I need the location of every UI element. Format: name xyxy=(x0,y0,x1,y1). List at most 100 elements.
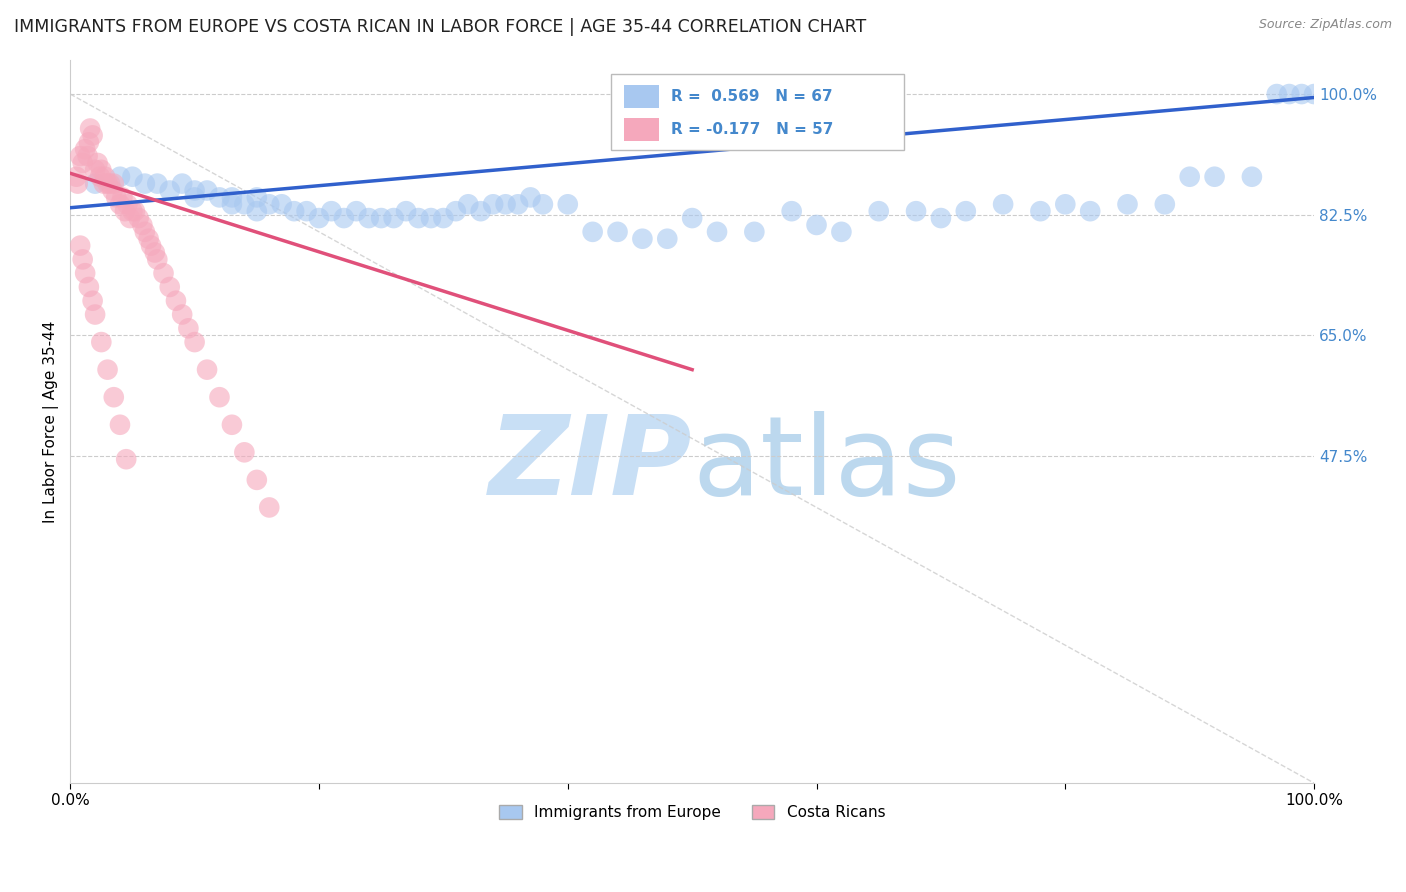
Point xyxy=(1278,87,1301,101)
Point xyxy=(991,197,1014,211)
Text: R = -0.177   N = 57: R = -0.177 N = 57 xyxy=(671,122,834,137)
Point xyxy=(1054,197,1077,211)
Point xyxy=(134,225,156,239)
Point xyxy=(146,252,169,267)
Point xyxy=(131,218,153,232)
Y-axis label: In Labor Force | Age 35-44: In Labor Force | Age 35-44 xyxy=(44,320,59,523)
Point xyxy=(333,211,356,225)
Point xyxy=(257,197,280,211)
Point xyxy=(531,197,554,211)
Point xyxy=(806,218,828,232)
Point xyxy=(183,190,205,204)
Point xyxy=(1153,197,1175,211)
Point xyxy=(152,266,174,280)
FancyBboxPatch shape xyxy=(612,74,904,150)
Point xyxy=(344,204,367,219)
Point xyxy=(408,211,430,225)
Point xyxy=(1078,204,1101,219)
Point xyxy=(103,390,125,404)
Point xyxy=(519,190,541,204)
Point xyxy=(1303,87,1326,101)
Point xyxy=(432,211,454,225)
Point xyxy=(134,177,156,191)
Point xyxy=(1029,204,1052,219)
Point xyxy=(208,390,231,404)
Point xyxy=(233,197,256,211)
Point xyxy=(1291,87,1313,101)
Point xyxy=(138,232,160,246)
Point xyxy=(370,211,392,225)
FancyBboxPatch shape xyxy=(624,85,658,108)
Point xyxy=(75,266,97,280)
Point xyxy=(657,232,679,246)
Point xyxy=(114,204,136,219)
Point xyxy=(121,204,143,219)
Point xyxy=(830,225,852,239)
Point xyxy=(1178,169,1201,184)
Point xyxy=(257,500,280,515)
Point xyxy=(124,204,146,219)
Point xyxy=(270,197,292,211)
Point xyxy=(183,335,205,350)
Point xyxy=(79,121,101,136)
Point xyxy=(77,136,100,150)
Point xyxy=(66,177,89,191)
Point xyxy=(631,232,654,246)
Point xyxy=(115,452,138,467)
Point xyxy=(108,169,131,184)
Point xyxy=(98,177,121,191)
Point xyxy=(444,204,467,219)
Point xyxy=(93,177,115,191)
Point xyxy=(105,190,128,204)
Text: atlas: atlas xyxy=(692,411,960,518)
Point xyxy=(868,204,890,219)
Point xyxy=(233,445,256,459)
Point xyxy=(706,225,728,239)
Point xyxy=(357,211,380,225)
Point xyxy=(246,473,269,487)
Point xyxy=(780,204,803,219)
Point xyxy=(308,211,330,225)
Point xyxy=(69,149,91,163)
Point xyxy=(420,211,443,225)
Point xyxy=(395,204,418,219)
Point xyxy=(955,204,977,219)
Point xyxy=(139,238,162,252)
Point xyxy=(77,280,100,294)
Point xyxy=(159,280,181,294)
Point xyxy=(744,225,766,239)
Legend: Immigrants from Europe, Costa Ricans: Immigrants from Europe, Costa Ricans xyxy=(494,798,891,826)
Point xyxy=(905,204,928,219)
Point xyxy=(221,190,243,204)
Point xyxy=(86,156,108,170)
Point xyxy=(72,156,94,170)
Point xyxy=(90,162,112,177)
Point xyxy=(165,293,187,308)
Point xyxy=(195,184,218,198)
Text: ZIP: ZIP xyxy=(489,411,692,518)
Point xyxy=(108,417,131,432)
Point xyxy=(96,362,118,376)
Point xyxy=(208,190,231,204)
Point xyxy=(84,177,107,191)
Point xyxy=(681,211,703,225)
Point xyxy=(76,149,98,163)
Point xyxy=(195,362,218,376)
Point xyxy=(94,169,117,184)
Point xyxy=(221,197,243,211)
Point xyxy=(1265,87,1288,101)
Point xyxy=(108,197,131,211)
Point xyxy=(159,184,181,198)
Point xyxy=(111,190,134,204)
Point xyxy=(183,184,205,198)
Point xyxy=(75,142,97,156)
Point xyxy=(69,238,91,252)
Point xyxy=(482,197,505,211)
Point xyxy=(246,204,269,219)
Point xyxy=(128,211,150,225)
Point xyxy=(65,169,87,184)
Point xyxy=(82,293,104,308)
Point xyxy=(1116,197,1139,211)
Point xyxy=(1204,169,1226,184)
Text: R =  0.569   N = 67: R = 0.569 N = 67 xyxy=(671,89,832,104)
